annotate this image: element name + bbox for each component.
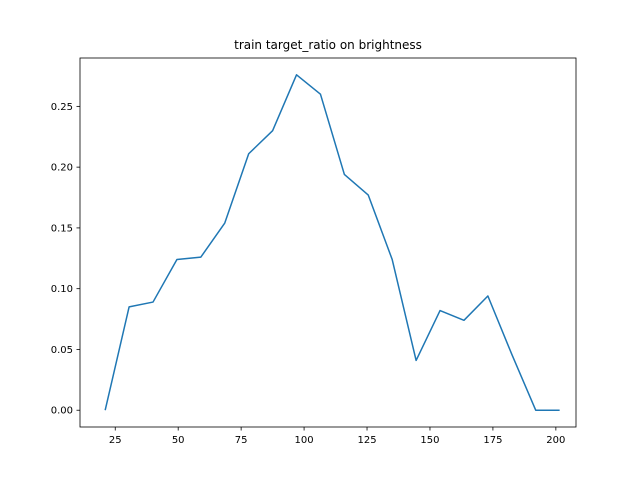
y-tick-label-0: 0.00 bbox=[51, 406, 73, 417]
x-tick-label-6: 175 bbox=[483, 435, 502, 446]
y-tick-label-4: 0.20 bbox=[51, 163, 73, 174]
x-tick-label-5: 150 bbox=[420, 435, 439, 446]
y-tick-label-3: 0.15 bbox=[51, 223, 73, 234]
x-tick-label-2: 75 bbox=[235, 435, 248, 446]
x-tick-label-0: 25 bbox=[109, 435, 122, 446]
y-tick-label-1: 0.05 bbox=[51, 345, 73, 356]
x-tick-label-7: 200 bbox=[546, 435, 565, 446]
series-line-0 bbox=[104, 74, 560, 411]
x-tick-label-1: 50 bbox=[172, 435, 185, 446]
y-tick-label-5: 0.25 bbox=[51, 102, 73, 113]
chart-title: train target_ratio on brightness bbox=[234, 38, 422, 52]
x-tick-label-3: 100 bbox=[295, 435, 314, 446]
y-tick-label-2: 0.10 bbox=[51, 284, 73, 295]
axes-frame bbox=[79, 57, 577, 428]
plot-area: 25 50 75 100 125 150 175 200 0.00 0.05 0.10 0.15 0.2… bbox=[51, 57, 577, 446]
x-tick-label-4: 125 bbox=[357, 435, 376, 446]
